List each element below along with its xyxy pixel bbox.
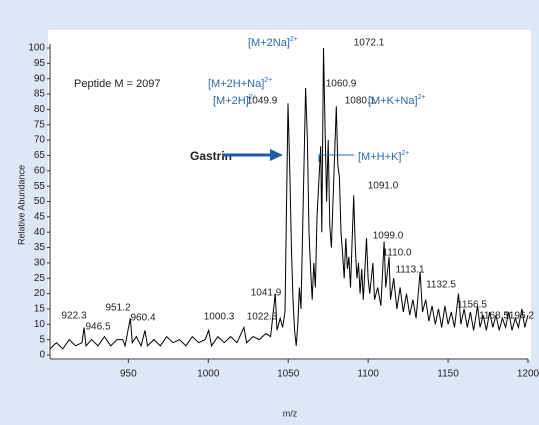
plot-area	[48, 30, 531, 360]
peptide-note: Peptide M = 2097	[74, 78, 161, 90]
y-tick-label: 15	[34, 304, 46, 315]
ion-charge: 2+	[401, 150, 409, 157]
ion-name: [M+2H]	[213, 95, 249, 107]
peak-label: 1049.9	[247, 96, 278, 107]
y-tick-label: 5	[39, 334, 45, 345]
ion-label: [M+H+K]2+	[358, 150, 409, 163]
x-tick-label: 1100	[357, 369, 379, 380]
y-tick-label: 10	[34, 319, 46, 330]
x-tick-label: 1050	[277, 369, 300, 380]
y-tick-label: 90	[34, 73, 46, 84]
peak-label: 1022.3	[247, 312, 278, 323]
y-tick-label: 40	[34, 227, 46, 238]
peak-label: 1041.9	[251, 288, 282, 299]
peak-label: 1060.9	[326, 79, 357, 90]
y-tick-label: 20	[34, 288, 46, 299]
peak-label: 1110.0	[382, 248, 412, 259]
y-tick-label: 50	[34, 196, 46, 207]
x-tick-label: 1000	[197, 369, 220, 380]
gastrin-arrow-head	[270, 149, 283, 161]
spectrum-line	[49, 47, 529, 350]
peak-label: 1080.1	[345, 96, 376, 107]
y-tick-label: 0	[39, 350, 45, 361]
y-tick-label: 70	[34, 135, 46, 146]
ion-name: [M+2H+Na]	[208, 78, 264, 90]
y-tick-label: 55	[34, 181, 46, 192]
peak-label: 922.3	[61, 311, 86, 322]
peak-label: 1000.3	[204, 312, 235, 323]
y-tick-label: 65	[34, 150, 46, 161]
y-tick-label: 25	[34, 273, 46, 284]
ion-name: [M+K+Na]	[368, 95, 418, 107]
ion-charge: 2+	[290, 36, 298, 43]
y-tick-label: 75	[34, 119, 46, 130]
x-tick-label: 1150	[437, 369, 459, 380]
y-tick-label: 80	[34, 104, 46, 115]
x-tick-label: 1200	[517, 369, 539, 380]
peak-label: 951.2	[105, 303, 130, 314]
y-tick-label: 60	[34, 165, 46, 176]
x-axis-label: m/z	[283, 408, 298, 418]
ion-name: [M+H+K]	[358, 151, 401, 163]
peak-label: 1099.0	[373, 231, 404, 242]
y-tick-label: 30	[34, 258, 46, 269]
peak-label: 1156.5	[457, 300, 487, 311]
x-tick-label: 950	[120, 369, 137, 380]
ion-bracket	[318, 154, 354, 162]
peak-label: 1168.5	[479, 311, 509, 322]
y-tick-label: 85	[34, 89, 46, 100]
ion-charge: 2+	[249, 94, 257, 101]
peak-label: 946.5	[85, 322, 110, 333]
peak-label: 960.4	[130, 313, 155, 324]
ion-label: [M+K+Na]2+	[368, 94, 426, 107]
ion-charge: 2+	[418, 94, 426, 101]
peak-label: 1072.1	[354, 38, 385, 49]
y-axis-label: Relative Abundance	[16, 165, 26, 245]
peak-label: 1196.2	[504, 311, 534, 322]
ion-label: [M+2H+Na]2+	[208, 77, 272, 90]
peak-label: 1091.0	[368, 181, 399, 192]
ion-label: [M+2Na]2+	[248, 36, 298, 49]
ion-charge: 2+	[264, 77, 272, 84]
y-tick-label: 95	[34, 58, 46, 69]
ion-label: [M+2H]2+	[213, 94, 257, 107]
y-tick-label: 100	[28, 43, 45, 54]
y-tick-label: 35	[34, 242, 46, 253]
y-tick-label: 45	[34, 211, 46, 222]
peak-label: 1132.5	[426, 280, 456, 291]
peak-label: 1113.1	[395, 265, 425, 276]
gastrin-label: Gastrin	[190, 149, 232, 163]
ion-name: [M+2Na]	[248, 37, 290, 49]
